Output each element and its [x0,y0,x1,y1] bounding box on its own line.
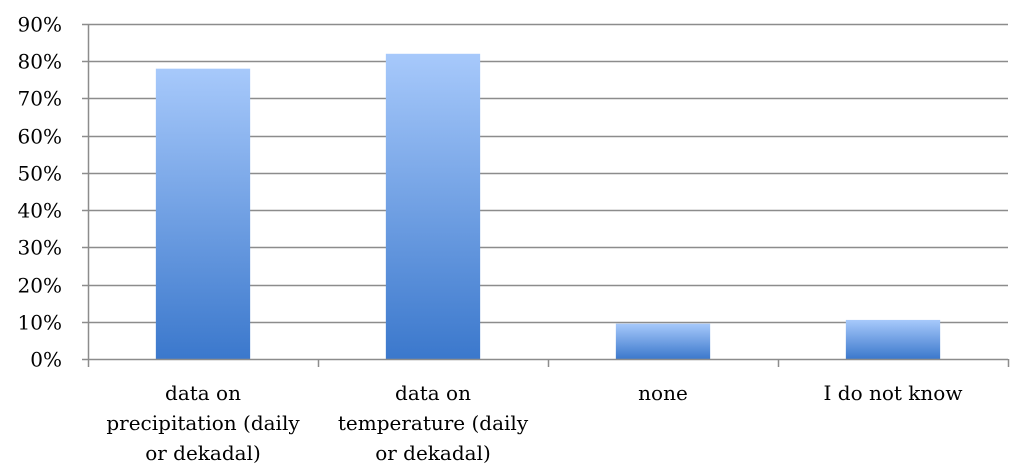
x-category-label-line: I do not know [824,381,963,405]
y-tick-label: 90% [18,13,62,37]
y-tick-label: 60% [18,125,62,149]
y-tick-label: 10% [18,311,62,335]
x-axis-category-labels: data on precipitation (daily or dekadal)da… [106,381,962,465]
x-category-label-line: or dekadal) [145,441,261,465]
y-tick-label: 30% [18,236,62,260]
bar [385,53,481,360]
y-tick-label: 0% [30,348,62,372]
bar [615,323,711,359]
x-category-label: I do not know [824,381,963,405]
x-category-label: none [638,381,688,405]
bars [155,53,941,360]
x-category-label-line: data on [395,381,471,405]
y-tick-label: 80% [18,50,62,74]
x-category-label-line: temperature (daily [338,411,529,435]
bar [155,68,251,360]
y-tick-label: 40% [18,199,62,223]
x-category-label-line: or dekadal) [375,441,491,465]
y-tick-label: 70% [18,87,62,111]
bar [845,319,941,359]
y-tick-label: 20% [18,274,62,298]
x-category-label-line: data on [165,381,241,405]
x-category-label-line: precipitation (daily [106,411,300,435]
y-tick-label: 50% [18,162,62,186]
y-axis-tick-labels: 0% 10% 20% 30% 40% 50% 60% 70% 80% 90% [18,13,88,372]
axes [87,24,1010,367]
x-category-label: data on temperature (daily or dekadal) [338,381,529,465]
x-category-label-line: none [638,381,688,405]
x-category-label: data on precipitation (daily or dekadal) [106,381,300,465]
